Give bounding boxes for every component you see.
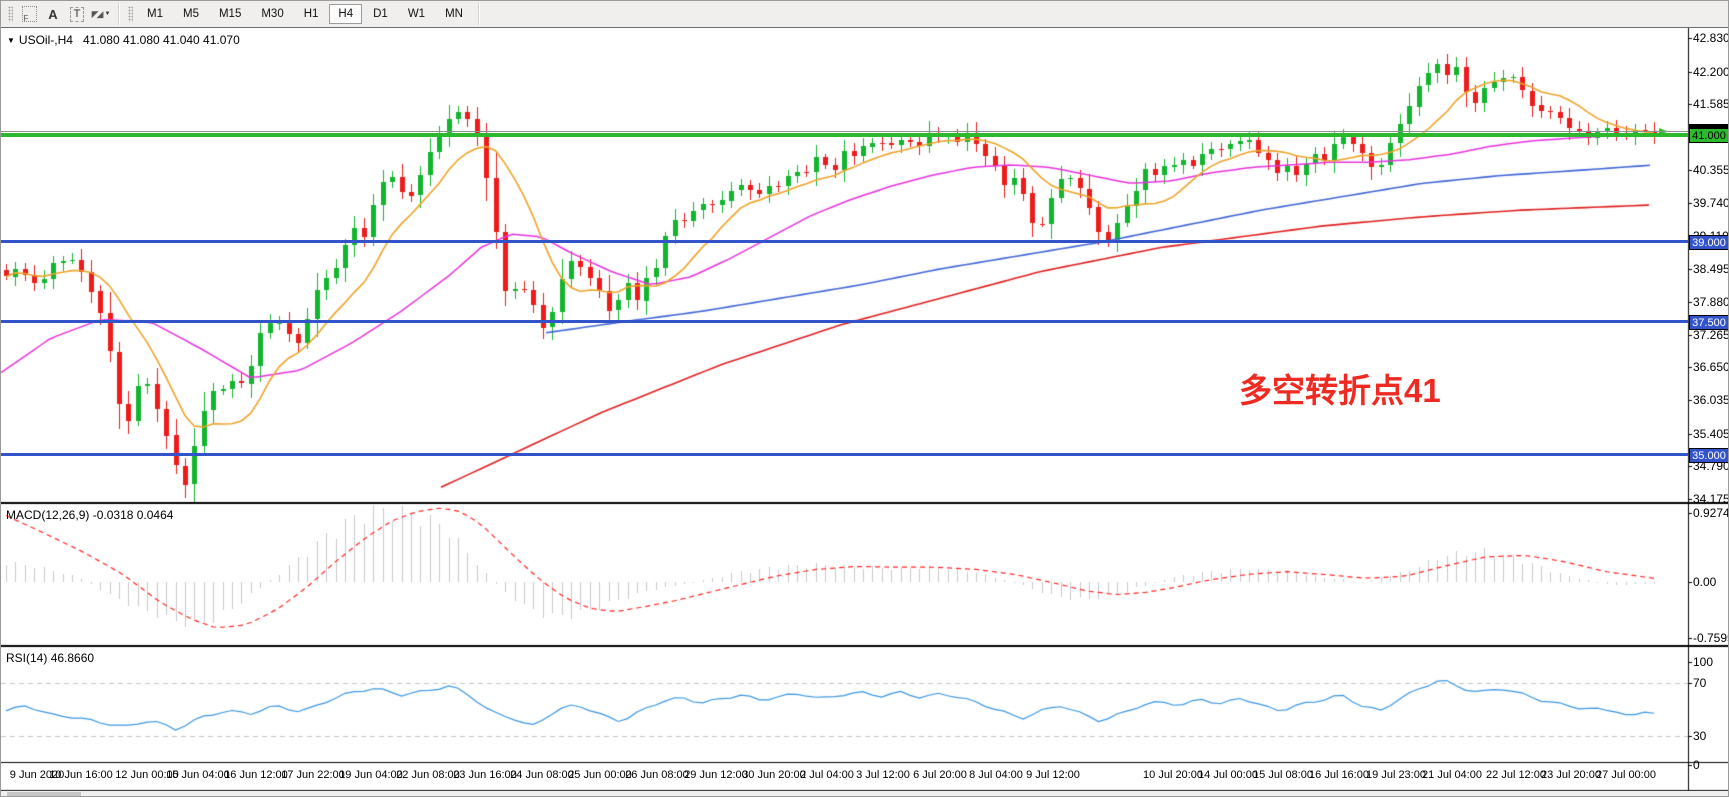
price-axis-tick-40.355: 40.355 — [1693, 163, 1729, 177]
time-label: 14 Jul 00:00 — [1198, 769, 1258, 781]
text-label-icon[interactable]: T — [66, 3, 88, 25]
toolbar: F A T ◤◢ ▼ M1 M5 M15 M30 H1 H4 D1 W1 MN — [1, 1, 1728, 28]
time-label: 9 Jul 12:00 — [1026, 769, 1080, 781]
rsi-value: 46.8660 — [50, 651, 95, 665]
rsi-axis-tick-100: 100 — [1693, 655, 1714, 669]
time-label: 27 Jul 00:00 — [1596, 769, 1656, 781]
time-label: 8 Jul 04:00 — [969, 769, 1023, 781]
time-label: 19 Jul 23:00 — [1366, 769, 1426, 781]
hline-41.000[interactable] — [1, 133, 1688, 137]
timeframe-H4[interactable]: H4 — [329, 4, 363, 24]
timeframe-M15[interactable]: M15 — [218, 8, 242, 20]
chart-title: ▼ USOil-,H4 41.080 41.080 41.040 41.070 — [7, 33, 240, 47]
symbol-dropdown-caret-icon[interactable]: ▼ — [7, 36, 15, 45]
macd-axis-tick-0.00: 0.00 — [1693, 575, 1717, 589]
macd-axis-tick--0.7595: -0.7595 — [1693, 631, 1728, 645]
time-label: 16 Jun 12:00 — [224, 769, 288, 781]
price-badge-35.000: 35.000 — [1689, 448, 1728, 463]
macd-axis-tick-0.9274: 0.9274 — [1693, 506, 1729, 520]
chart-canvas[interactable] — [1, 28, 1728, 796]
symbol-name: USOil-,H4 — [18, 33, 73, 47]
time-label: 15 Jul 08:00 — [1253, 769, 1313, 781]
template-f-char: F — [23, 14, 29, 23]
rsi-axis-tick-0: 0 — [1693, 758, 1700, 772]
time-label: 12 Jun 00:00 — [115, 769, 179, 781]
timeframe-H1[interactable]: H1 — [303, 8, 319, 20]
rsi-label: RSI(14) 46.8660 — [6, 651, 94, 665]
time-label: 29 Jun 12:00 — [684, 769, 748, 781]
price-badge-39.000: 39.000 — [1689, 235, 1728, 250]
h-scrollbar-thumb[interactable] — [7, 792, 81, 796]
time-label: 2 Jul 04:00 — [800, 769, 854, 781]
timeframe-M30[interactable]: M30 — [261, 8, 284, 20]
arrows-icon[interactable]: ◤◢ ▼ — [90, 3, 112, 25]
price-badge-37.500: 37.500 — [1689, 315, 1728, 330]
h-scrollbar — [1, 791, 1728, 796]
text-label-glyph: T — [69, 6, 85, 22]
hline-39.000[interactable] — [1, 240, 1688, 243]
timeframe-M1[interactable]: M1 — [147, 8, 163, 20]
time-label: 9 Jun 2020 — [9, 769, 65, 781]
time-label: 15 Jun 04:00 — [166, 769, 230, 781]
time-label: 23 Jun 16:00 — [453, 769, 517, 781]
price-axis-tick-34.175: 34.175 — [1693, 492, 1729, 506]
price-axis-tick-35.405: 35.405 — [1693, 427, 1729, 441]
toolbar-separator-2 — [477, 3, 479, 25]
macd-label: MACD(12,26,9) -0.0318 0.0464 — [6, 508, 173, 522]
hline-35.000[interactable] — [1, 453, 1688, 456]
price-badge-41.000: 41.000 — [1689, 128, 1728, 143]
time-label: 22 Jul 12:00 — [1486, 769, 1546, 781]
price-axis-tick-36.035: 36.035 — [1693, 393, 1729, 407]
macd-title: MACD(12,26,9) — [6, 508, 90, 522]
ohlc-values: 41.080 41.080 41.040 41.070 — [82, 33, 240, 47]
time-label: 22 Jun 08:00 — [396, 769, 460, 781]
template-f-box: F — [21, 6, 37, 23]
timeframe-D1[interactable]: D1 — [373, 8, 388, 20]
arrows-icon-glyph: ◤◢ — [91, 8, 104, 19]
time-label: 23 Jul 20:00 — [1541, 769, 1601, 781]
time-label: 21 Jul 04:00 — [1422, 769, 1482, 781]
price-axis-tick-42.200: 42.200 — [1693, 65, 1729, 79]
time-label: 24 Jun 08:00 — [510, 769, 574, 781]
time-label: 10 Jun 16:00 — [49, 769, 113, 781]
font-icon[interactable]: A — [42, 3, 64, 25]
template-f-icon[interactable]: F — [18, 3, 40, 25]
time-label: 3 Jul 12:00 — [856, 769, 910, 781]
toolbar-grip-2[interactable] — [128, 6, 133, 22]
price-axis-tick-37.265: 37.265 — [1693, 328, 1729, 342]
rsi-axis-tick-30: 30 — [1693, 729, 1707, 743]
arrows-dropdown-caret-icon[interactable]: ▼ — [104, 11, 111, 17]
time-label: 17 Jun 22:00 — [281, 769, 345, 781]
chart-region: ▼ USOil-,H4 41.080 41.080 41.040 41.070 MA… — [1, 28, 1729, 796]
time-label: 25 Jun 00:00 — [568, 769, 632, 781]
price-axis-tick-36.650: 36.650 — [1693, 360, 1729, 374]
current-price-badge — [1689, 124, 1728, 131]
time-label: 19 Jun 04:00 — [339, 769, 403, 781]
time-label: 26 Jun 08:00 — [625, 769, 689, 781]
hline-37.500[interactable] — [1, 320, 1688, 323]
time-label: 30 Jun 20:00 — [742, 769, 806, 781]
toolbar-separator — [118, 3, 119, 25]
timeframe-MN[interactable]: MN — [445, 8, 463, 20]
timeframe-M5[interactable]: M5 — [182, 8, 199, 20]
toolbar-grip[interactable] — [8, 6, 13, 22]
rsi-axis-tick-70: 70 — [1693, 676, 1707, 690]
price-axis-tick-37.880: 37.880 — [1693, 295, 1729, 309]
current-price-line — [1, 131, 1688, 132]
price-axis-tick-42.830: 42.830 — [1693, 31, 1729, 45]
macd-values: -0.0318 0.0464 — [92, 508, 174, 522]
price-axis-tick-39.740: 39.740 — [1693, 196, 1729, 210]
font-icon-glyph: A — [48, 6, 58, 22]
timeframe-bar: M1 M5 M15 M30 H1 H4 D1 W1 MN — [137, 4, 473, 24]
time-label: 16 Jul 16:00 — [1309, 769, 1369, 781]
rsi-title: RSI(14) — [6, 651, 48, 665]
time-label: 10 Jul 20:00 — [1143, 769, 1203, 781]
time-label: 6 Jul 20:00 — [913, 769, 967, 781]
timeframe-W1[interactable]: W1 — [407, 8, 426, 20]
price-axis-tick-38.495: 38.495 — [1693, 262, 1729, 276]
chart-annotation-text[interactable]: 多空转折点41 — [1239, 372, 1441, 409]
price-axis-tick-41.585: 41.585 — [1693, 97, 1729, 111]
